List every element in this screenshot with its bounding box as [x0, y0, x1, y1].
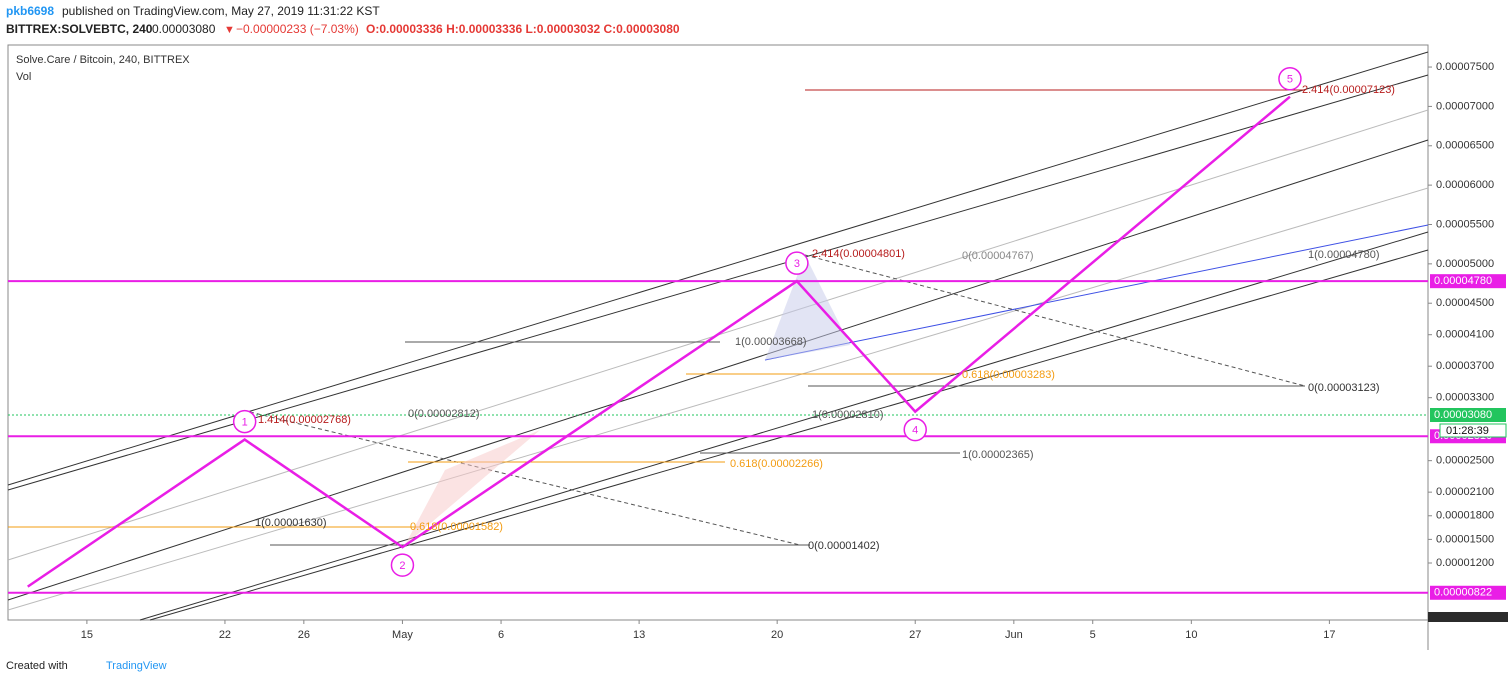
y-tick-label: 0.00003700 [1436, 360, 1494, 372]
wave-label: 5 [1287, 74, 1293, 86]
last: 0.00003080 [152, 22, 216, 36]
price-label: 0.00003080 [1434, 409, 1492, 421]
y-tick-label: 0.00006000 [1436, 179, 1494, 191]
x-tick-label: May [392, 629, 413, 641]
wave-circle [1278, 66, 1302, 91]
wave-label: 2 [399, 560, 405, 572]
fib-annotation: 0(0.00003123) [1308, 382, 1380, 394]
x-tick-label: 26 [298, 629, 310, 641]
price-label-box [1430, 408, 1506, 423]
fib-annotation: 0.618(0.00001582) [410, 521, 503, 533]
symbol: BITTREX:SOLVEBTC, 240 [6, 22, 153, 36]
footer-brand: TradingView [106, 660, 167, 672]
y-tick-label: 0.00003300 [1436, 392, 1494, 404]
y-tick-label: 0.00001200 [1436, 557, 1494, 569]
x-tick-label: 13 [633, 629, 645, 641]
volume-axis-box [1428, 612, 1508, 622]
chart-subtitle: Vol [16, 71, 31, 83]
countdown-box [1439, 423, 1507, 438]
y-tick-label: 0.00002500 [1436, 455, 1494, 467]
fib-annotation: 1(0.00002810) [812, 409, 884, 421]
y-tick-label: 0.00007500 [1436, 61, 1494, 73]
plot-frame [7, 44, 1429, 621]
y-tick-label: 0.00005000 [1436, 258, 1494, 270]
y-tick-label: 0.00002100 [1436, 486, 1494, 498]
fib-annotation: 1(0.00004780) [1308, 249, 1380, 261]
down-arrow: ▼ [224, 24, 235, 36]
wave-line [27, 95, 1291, 588]
y-tick-label: 0.00001500 [1436, 533, 1494, 545]
fib-annotation: 0(0.00001402) [808, 540, 880, 552]
published: published on TradingView.com, May 27, 20… [62, 4, 380, 18]
chart-title: Solve.Care / Bitcoin, 240, BITTREX [16, 54, 190, 66]
fib-annotation: 2.414(0.00004801) [812, 248, 905, 260]
price-label-box [1430, 274, 1506, 289]
fib-annotation: 0(0.00002812) [408, 408, 480, 420]
x-tick-label: 22 [219, 629, 231, 641]
y-tick-label: 0.00001800 [1436, 510, 1494, 522]
footer-created: Created with [6, 660, 68, 672]
x-tick-label: 27 [909, 629, 921, 641]
wave-label: 4 [912, 425, 918, 437]
x-tick-label: 15 [81, 629, 93, 641]
price-label: 0.00004780 [1434, 275, 1492, 287]
price-label-box [1430, 585, 1506, 600]
y-tick-label: 0.00007000 [1436, 100, 1494, 112]
price-label: 0.00000822 [1434, 587, 1492, 599]
fib-annotation: 0.618(0.00002266) [730, 458, 823, 470]
fib-annotation: 2.414(0.00007123) [1302, 84, 1395, 96]
fib-annotation: 1(0.00002365) [962, 449, 1034, 461]
x-tick-label: 20 [771, 629, 783, 641]
fib-annotation: 1(0.00003668) [735, 336, 807, 348]
change: −0.00000233 (−7.03%) [236, 22, 359, 36]
wave-label: 1 [242, 416, 248, 428]
x-tick-label: 17 [1323, 629, 1335, 641]
channel-lines [7, 51, 1429, 621]
y-tick-label: 0.00005500 [1436, 218, 1494, 230]
wave-circle [785, 251, 809, 275]
x-tick-label: 5 [1090, 629, 1096, 641]
fib-annotation: 1(0.00001630) [255, 517, 327, 529]
wave-circle [390, 553, 415, 577]
y-tick-label: 0.00004100 [1436, 329, 1494, 341]
wave-circle [903, 417, 927, 442]
countdown: 01:28:39 [1446, 425, 1489, 437]
ohlc: O:0.00003336 H:0.00003336 L:0.00003032 C… [366, 22, 680, 36]
wave-label: 3 [794, 258, 800, 270]
wave-circle [232, 409, 257, 434]
y-tick-label: 0.00004500 [1436, 297, 1494, 309]
x-tick-label: 6 [498, 629, 504, 641]
y-tick-label: 0.00006500 [1436, 140, 1494, 152]
x-tick-label: 10 [1185, 629, 1197, 641]
fib-annotation: 0(0.00004767) [962, 250, 1034, 262]
fib-annotation: 1.414(0.00002768) [258, 414, 351, 426]
x-tick-label: Jun [1005, 629, 1023, 641]
fib-annotation: 0.618(0.00003283) [962, 369, 1055, 381]
publisher: pkb6698 [6, 4, 54, 18]
